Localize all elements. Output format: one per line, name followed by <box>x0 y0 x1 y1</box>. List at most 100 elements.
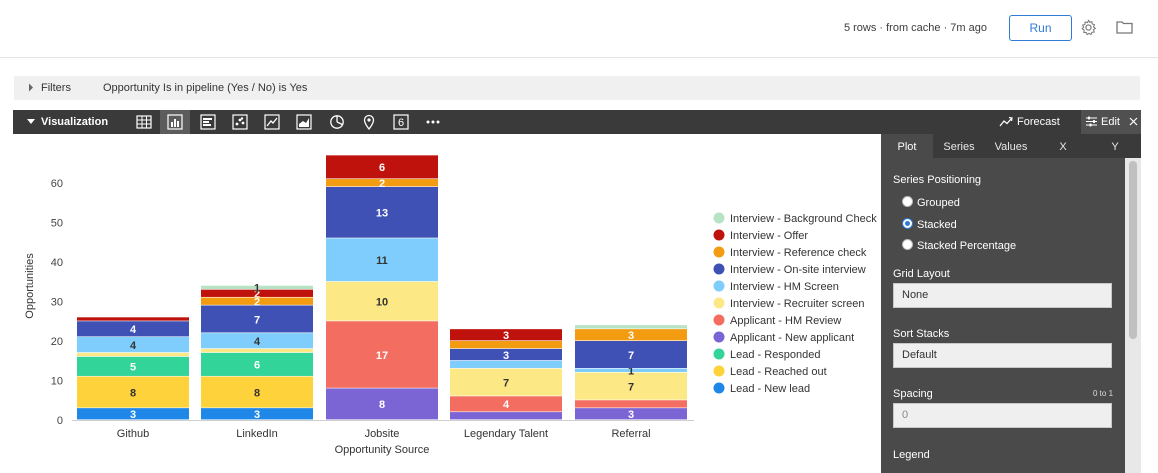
area-chart-icon[interactable] <box>289 110 319 134</box>
filters-label[interactable]: Filters <box>41 82 71 94</box>
filters-bar[interactable]: Filters Opportunity Is in pipeline (Yes … <box>14 76 1140 100</box>
legend-item: Interview - Offer <box>730 230 808 242</box>
legend-item: Lead - Responded <box>730 349 821 361</box>
bar-data-label: 13 <box>376 208 388 220</box>
x-tick-label: Legendary Talent <box>464 428 548 440</box>
bar-data-label: 11 <box>376 255 388 267</box>
column-chart-icon[interactable] <box>160 110 190 134</box>
bar-segment <box>201 376 313 408</box>
legend-item: Lead - New lead <box>730 383 810 395</box>
bar-data-label: 8 <box>130 387 136 399</box>
tab-x[interactable]: X <box>1059 141 1067 153</box>
gear-icon[interactable] <box>1080 19 1097 36</box>
bar-data-label: 3 <box>503 350 509 362</box>
bar-data-label: 17 <box>376 350 388 362</box>
bar-segment <box>575 400 687 408</box>
legend-swatch <box>713 331 725 343</box>
chevron-down-icon[interactable] <box>27 119 35 125</box>
bar-segment <box>450 341 562 349</box>
chevron-right-icon[interactable] <box>28 83 34 92</box>
bar-data-label: 2 <box>254 297 260 309</box>
line-chart-icon[interactable] <box>257 110 287 134</box>
bar-segment <box>77 321 189 337</box>
edit-panel: Plot Series Values X Y Series Positionin… <box>881 134 1141 473</box>
bar-segment <box>575 372 687 400</box>
bar-segment <box>326 281 438 321</box>
bar-data-label: 7 <box>503 377 509 389</box>
legend-title: Legend <box>893 449 930 461</box>
bar-data-label: 4 <box>254 336 261 348</box>
tab-plot[interactable]: Plot <box>881 134 933 158</box>
bar-segment <box>77 337 189 353</box>
bar-segment <box>77 317 189 321</box>
y-axis-label: Opportunities <box>24 253 36 319</box>
bar-segment <box>201 352 313 376</box>
tab-values[interactable]: Values <box>994 141 1028 153</box>
forecast-icon[interactable] <box>999 115 1013 129</box>
legend-swatch <box>713 348 725 360</box>
legend-swatch <box>713 229 725 241</box>
bar-data-label: 1 <box>254 283 260 295</box>
tab-series[interactable]: Series <box>943 141 975 153</box>
folder-icon[interactable] <box>1116 20 1133 34</box>
bar-data-label: 4 <box>503 399 510 411</box>
y-tick-label: 30 <box>51 297 63 309</box>
bar-data-label: 3 <box>130 409 136 421</box>
forecast-button[interactable]: Forecast <box>1017 116 1060 128</box>
bar-data-label: 8 <box>254 387 260 399</box>
legend-item: Interview - On-site interview <box>730 264 866 276</box>
bar-data-label: 10 <box>376 297 388 309</box>
scatter-icon[interactable] <box>225 110 255 134</box>
svg-text:6: 6 <box>398 117 404 129</box>
query-status: 5 rows · from cache · 7m ago <box>843 22 987 34</box>
bar-segment <box>201 408 313 420</box>
panel-scrollbar[interactable] <box>1125 158 1141 473</box>
edit-button[interactable]: Edit <box>1081 110 1141 134</box>
y-tick-label: 60 <box>51 178 63 190</box>
bar-segment <box>326 388 438 420</box>
single-value-icon[interactable]: 6 <box>386 110 416 134</box>
scrollbar-thumb[interactable] <box>1129 161 1137 339</box>
bar-segment <box>77 352 189 357</box>
bar-segment <box>77 376 189 408</box>
sort-stacks-title: Sort Stacks <box>893 328 950 340</box>
bar-segment <box>450 348 562 361</box>
legend-swatch <box>713 365 725 377</box>
pie-chart-icon[interactable] <box>322 110 352 134</box>
x-tick-label: Referral <box>611 428 650 440</box>
edit-label: Edit <box>1101 116 1120 128</box>
bar-segment <box>201 285 313 290</box>
spacing-title: Spacing <box>893 388 933 400</box>
bar-segment <box>575 325 687 329</box>
bar-data-label: 3 <box>503 330 509 342</box>
stacked-bar-chart: 0 10 20 30 40 50 60 Opportunities 3 8 5 4 4 Github 3 8 6… <box>24 155 877 456</box>
sort-stacks-select[interactable]: Default <box>893 343 1112 368</box>
close-icon[interactable] <box>1129 117 1138 126</box>
legend-item: Lead - Reached out <box>730 366 827 378</box>
x-axis-label: Opportunity Source <box>335 444 430 456</box>
y-tick-label: 40 <box>51 257 63 269</box>
legend-swatch <box>713 280 725 292</box>
bar-segment <box>575 341 687 369</box>
visualization-label[interactable]: Visualization <box>41 116 109 128</box>
grid-layout-title: Grid Layout <box>893 268 950 280</box>
bar-segment <box>326 321 438 388</box>
legend-swatch <box>713 263 725 275</box>
top-bar: 5 rows · from cache · 7m ago Run <box>0 0 1158 58</box>
map-pin-icon[interactable] <box>354 110 384 134</box>
x-tick-label: Jobsite <box>365 428 400 440</box>
more-icon[interactable] <box>418 110 448 134</box>
bar-chart-icon[interactable] <box>193 110 223 134</box>
bar-data-label: 6 <box>254 360 260 372</box>
bar-segment <box>450 360 562 369</box>
grid-layout-select[interactable]: None <box>893 283 1112 308</box>
spacing-range: 0 to 1 <box>1093 389 1114 398</box>
run-button[interactable]: Run <box>1009 15 1072 41</box>
tab-y[interactable]: Y <box>1111 141 1119 153</box>
bar-segment <box>201 348 313 353</box>
bar-segment <box>450 396 562 412</box>
spacing-input[interactable]: 0 <box>893 403 1112 428</box>
bar-segment <box>201 333 313 349</box>
bar-data-label: 5 <box>130 362 136 374</box>
table-icon[interactable] <box>129 110 159 134</box>
